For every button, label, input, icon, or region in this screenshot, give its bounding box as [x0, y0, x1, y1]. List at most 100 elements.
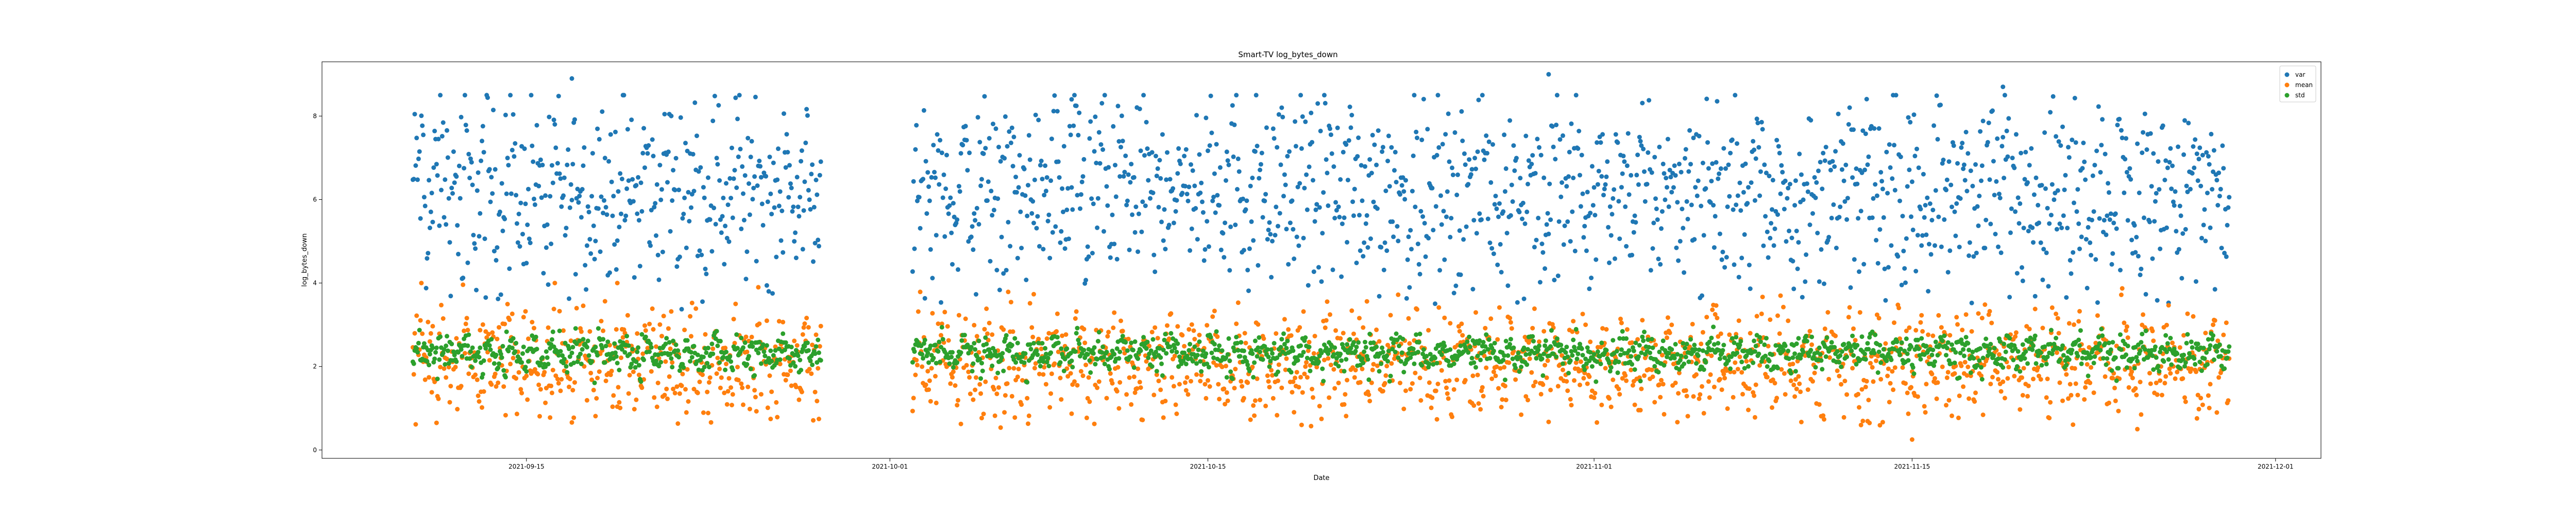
mean-point	[1252, 413, 1257, 418]
var-point	[791, 204, 796, 210]
std-point	[1291, 348, 1296, 353]
var-point	[2148, 131, 2153, 136]
var-point	[2165, 165, 2170, 170]
mean-point	[971, 397, 976, 402]
mean-point	[1822, 417, 1826, 422]
var-point	[558, 176, 563, 181]
var-point	[1754, 116, 1759, 122]
var-point	[1385, 159, 1391, 164]
var-point	[801, 208, 806, 213]
var-point	[518, 200, 523, 205]
var-point	[749, 139, 754, 144]
var-point	[1285, 153, 1290, 159]
mean-point	[1864, 379, 1869, 384]
var-point	[725, 202, 731, 208]
mean-point	[1080, 373, 1086, 379]
mean-point	[2182, 395, 2187, 400]
var-point	[1800, 295, 1805, 300]
mean-point	[1132, 390, 1138, 395]
mean-point	[1137, 380, 1142, 385]
std-point	[1580, 353, 1585, 358]
std-point	[1085, 352, 1090, 357]
var-point	[1487, 241, 1493, 245]
var-point	[1673, 173, 1678, 178]
std-point	[425, 358, 430, 364]
var-point	[662, 112, 667, 117]
mean-point	[556, 381, 561, 386]
mean-point	[754, 409, 759, 414]
mean-point	[1929, 371, 1935, 376]
var-point	[807, 197, 812, 202]
var-point	[1918, 207, 1923, 212]
std-point	[1742, 366, 1747, 371]
var-point	[676, 187, 682, 193]
mean-point	[1020, 378, 1025, 383]
var-point	[529, 93, 534, 98]
std-point	[1518, 355, 1523, 360]
std-point	[500, 344, 505, 349]
var-point	[2049, 182, 2055, 187]
std-point	[477, 355, 482, 359]
mean-point	[1662, 411, 1667, 417]
mean-point	[2168, 371, 2173, 376]
mean-point	[767, 373, 772, 378]
std-point	[483, 346, 488, 351]
var-point	[2008, 230, 2013, 235]
mean-point	[1543, 363, 1548, 368]
std-point	[1387, 379, 1392, 384]
mean-point	[1731, 394, 1736, 400]
var-point	[1530, 153, 1535, 158]
var-point	[1682, 270, 1687, 275]
var-point	[2106, 181, 2111, 186]
mean-point	[740, 385, 745, 390]
var-point	[1844, 217, 1850, 222]
var-point	[1015, 255, 1020, 261]
std-point	[1303, 335, 1308, 340]
var-point	[1046, 212, 1052, 217]
var-point	[2022, 177, 2027, 182]
var-point	[532, 196, 536, 201]
var-point	[590, 151, 595, 156]
mean-point	[2133, 386, 2138, 391]
var-point	[922, 296, 927, 301]
std-point	[724, 350, 728, 354]
var-point	[1814, 180, 1819, 185]
var-point	[1463, 162, 1468, 167]
var-point	[2080, 166, 2085, 171]
mean-point	[614, 327, 619, 332]
mean-point	[543, 400, 548, 405]
var-point	[1287, 220, 1293, 226]
mean-point	[1476, 401, 1481, 406]
var-point	[2096, 104, 2101, 109]
var-point	[1348, 125, 1353, 130]
std-point	[1420, 351, 1426, 356]
var-point	[1984, 217, 1989, 222]
mean-point	[732, 340, 737, 346]
var-point	[584, 287, 589, 292]
std-point	[1686, 359, 1691, 364]
var-point	[1138, 148, 1143, 153]
std-point	[1632, 367, 1637, 372]
mean-point	[1719, 387, 1724, 392]
var-point	[1878, 170, 1884, 175]
std-point	[677, 368, 682, 373]
var-point	[621, 93, 626, 98]
var-point	[1757, 193, 1762, 198]
var-point	[2094, 148, 2099, 153]
var-point	[1708, 200, 1713, 205]
var-point	[790, 209, 795, 214]
std-point	[1031, 340, 1036, 346]
var-point	[632, 275, 637, 280]
var-point	[1345, 178, 1350, 183]
std-point	[1251, 375, 1256, 380]
var-point	[2153, 199, 2158, 204]
var-point	[1313, 207, 1318, 212]
mean-point	[1255, 376, 1260, 381]
var-point	[1444, 214, 1449, 219]
var-point	[1572, 248, 1578, 253]
mean-point	[1791, 382, 1797, 387]
mean-point	[691, 387, 697, 391]
var-point	[636, 218, 641, 223]
mean-point	[477, 399, 482, 404]
std-point	[476, 350, 481, 355]
